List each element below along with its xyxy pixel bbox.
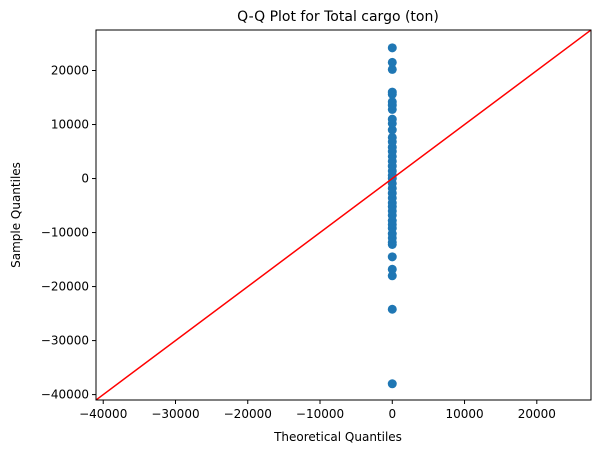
y-tick-label: −30000 xyxy=(41,334,89,348)
scatter-point xyxy=(387,271,397,281)
scatter-point xyxy=(387,125,397,135)
y-tick-label: −20000 xyxy=(41,280,89,294)
x-tick-label: −40000 xyxy=(79,407,127,421)
x-tick-label: 0 xyxy=(388,407,396,421)
x-axis-label: Theoretical Quantiles xyxy=(273,430,402,444)
chart-title: Q-Q Plot for Total cargo (ton) xyxy=(237,9,439,25)
y-axis: −40000 −30000 −20000 −10000 0 10000 20000 xyxy=(41,64,96,402)
x-tick-label: 20000 xyxy=(518,407,556,421)
scatter-point xyxy=(387,132,397,142)
y-tick-label: 20000 xyxy=(51,64,89,78)
scatter-point xyxy=(387,264,397,274)
plot-area xyxy=(96,30,591,400)
reference-line xyxy=(96,30,591,400)
y-tick-label: 0 xyxy=(81,172,89,186)
scatter-point xyxy=(387,43,397,53)
scatter-point xyxy=(387,87,397,97)
x-tick-label: −30000 xyxy=(151,407,199,421)
scatter-point xyxy=(387,114,397,124)
scatter-point xyxy=(387,64,397,74)
y-axis-label: Sample Quantiles xyxy=(9,162,23,268)
scatter-point xyxy=(387,57,397,67)
x-tick-label: −20000 xyxy=(224,407,272,421)
y-tick-label: −40000 xyxy=(41,388,89,402)
x-axis: −40000 −30000 −20000 −10000 0 10000 20000 xyxy=(79,400,556,421)
scatter-point xyxy=(387,379,397,389)
scatter-point xyxy=(387,304,397,314)
plot-frame xyxy=(95,29,592,401)
scatter-point xyxy=(387,97,397,107)
y-tick-label: −10000 xyxy=(41,226,89,240)
y-tick-label: 10000 xyxy=(51,118,89,132)
x-tick-label: 10000 xyxy=(445,407,483,421)
scatter-point xyxy=(387,252,397,262)
x-tick-label: −10000 xyxy=(296,407,344,421)
